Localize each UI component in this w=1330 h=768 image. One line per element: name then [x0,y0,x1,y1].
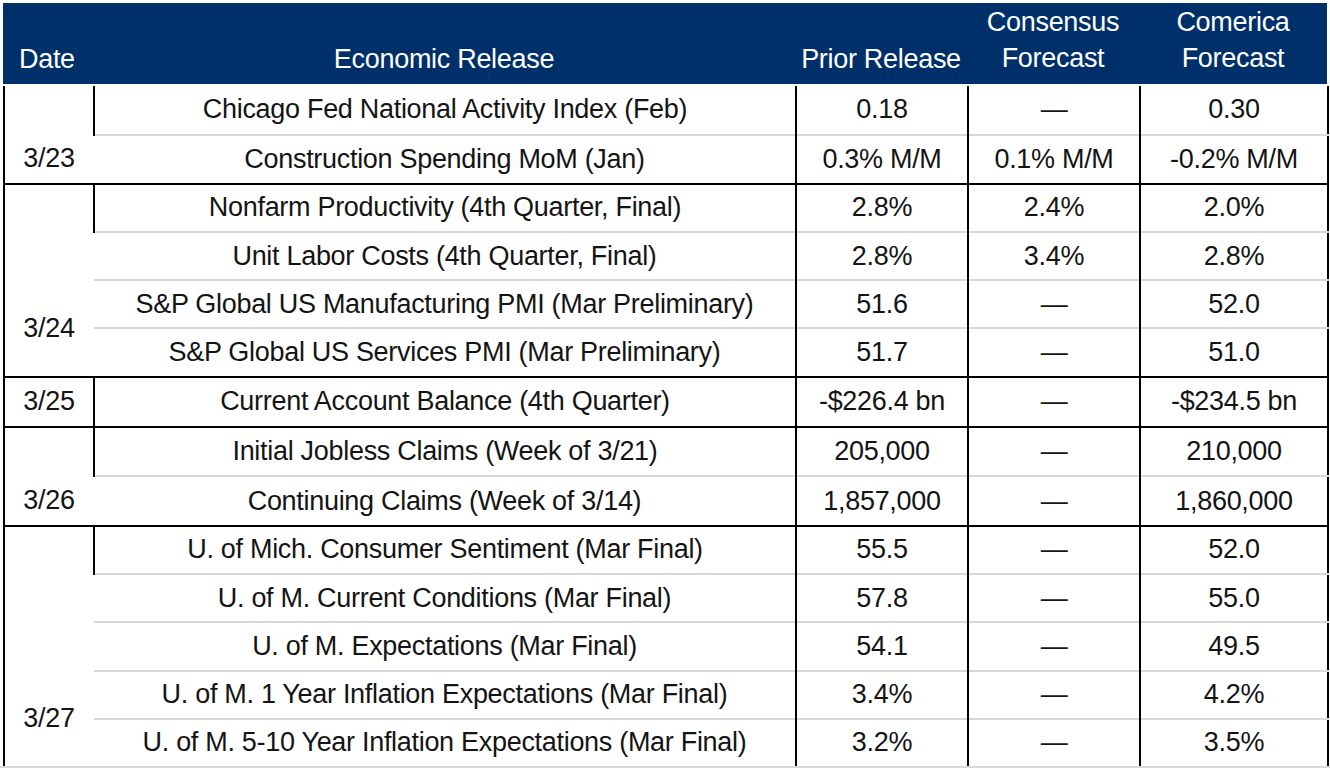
col-header-consensus-forecast: Consensus Forecast [967,3,1139,84]
prior-release-cell: 57.8 [796,574,968,622]
prior-release-cell: 3.2% [796,719,968,767]
consensus-forecast-cell: — [968,476,1140,525]
prior-release-cell: 0.18 [796,86,968,135]
date-label: 3/27 [5,694,93,742]
consensus-forecast-cell: — [968,622,1140,670]
col-header-consensus-line2: Forecast [1002,41,1105,77]
col-header-prior-release: Prior Release [795,3,967,84]
release-cell: S&P Global US Services PMI (Mar Prelimin… [94,328,796,376]
release-cell: Initial Jobless Claims (Week of 3/21) [94,427,796,476]
consensus-forecast-cell: — [968,280,1140,328]
comerica-forecast-cell: 210,000 [1140,427,1328,476]
prior-release-cell: 0.3% M/M [796,135,968,184]
comerica-forecast-cell: -$234.5 bn [1140,377,1328,427]
col-header-consensus-line1: Consensus [987,5,1119,41]
release-cell: U. of Mich. Consumer Sentiment (Mar Fina… [94,526,796,574]
release-cell: Construction Spending MoM (Jan) [94,135,796,184]
consensus-forecast-cell: — [968,526,1140,574]
release-cell: Current Account Balance (4th Quarter) [94,377,796,427]
release-cell: Chicago Fed National Activity Index (Feb… [94,86,796,135]
consensus-forecast-cell: 3.4% [968,232,1140,280]
date-label: 3/26 [5,476,93,524]
date-cell: 3/23 [4,86,94,184]
consensus-forecast-cell: — [968,427,1140,476]
prior-release-cell: 54.1 [796,622,968,670]
release-cell: Unit Labor Costs (4th Quarter, Final) [94,232,796,280]
consensus-forecast-cell: — [968,328,1140,376]
prior-release-cell: 51.7 [796,328,968,376]
consensus-forecast-cell: 0.1% M/M [968,135,1140,184]
date-label: 3/23 [5,134,93,182]
date-label: 3/25 [5,378,93,426]
consensus-forecast-cell: — [968,86,1140,135]
comerica-forecast-cell: 52.0 [1140,526,1328,574]
date-cell: 3/25 [4,377,94,427]
prior-release-cell: 2.8% [796,184,968,232]
comerica-forecast-cell: 4.2% [1140,671,1328,719]
date-cell: 3/24 [4,184,94,377]
release-cell: U. of M. Expectations (Mar Final) [94,622,796,670]
release-cell: S&P Global US Manufacturing PMI (Mar Pre… [94,280,796,328]
prior-release-cell: 205,000 [796,427,968,476]
economic-calendar-table: Date Economic Release Prior Release Cons… [0,0,1330,768]
date-cell: 3/27 [4,526,94,767]
comerica-forecast-cell: 49.5 [1140,622,1328,670]
release-cell: U. of M. Current Conditions (Mar Final) [94,574,796,622]
prior-release-cell: -$226.4 bn [796,377,968,427]
col-header-comerica-line2: Forecast [1182,41,1285,77]
comerica-forecast-cell: 0.30 [1140,86,1328,135]
comerica-forecast-cell: 55.0 [1140,574,1328,622]
col-header-comerica-forecast: Comerica Forecast [1139,3,1327,84]
col-header-date: Date [3,3,93,84]
release-cell: U. of M. 1 Year Inflation Expectations (… [94,671,796,719]
prior-release-cell: 2.8% [796,232,968,280]
prior-release-cell: 1,857,000 [796,476,968,525]
comerica-forecast-cell: 51.0 [1140,328,1328,376]
release-cell: U. of M. 5-10 Year Inflation Expectation… [94,719,796,767]
comerica-forecast-cell: -0.2% M/M [1140,135,1328,184]
consensus-forecast-cell: — [968,671,1140,719]
col-header-economic-release: Economic Release [93,3,795,84]
prior-release-cell: 3.4% [796,671,968,719]
date-label: 3/24 [5,304,93,352]
comerica-forecast-cell: 3.5% [1140,719,1328,767]
release-cell: Nonfarm Productivity (4th Quarter, Final… [94,184,796,232]
consensus-forecast-cell: — [968,719,1140,767]
release-cell: Continuing Claims (Week of 3/14) [94,476,796,525]
prior-release-cell: 51.6 [796,280,968,328]
comerica-forecast-cell: 1,860,000 [1140,476,1328,525]
comerica-forecast-cell: 2.8% [1140,232,1328,280]
consensus-forecast-cell: — [968,574,1140,622]
date-cell: 3/26 [4,427,94,526]
comerica-forecast-cell: 2.0% [1140,184,1328,232]
table-body: 3/23Chicago Fed National Activity Index … [3,86,1329,768]
comerica-forecast-cell: 52.0 [1140,280,1328,328]
col-header-comerica-line1: Comerica [1176,5,1289,41]
table-header-row: Date Economic Release Prior Release Cons… [3,3,1327,84]
prior-release-cell: 55.5 [796,526,968,574]
consensus-forecast-cell: — [968,377,1140,427]
consensus-forecast-cell: 2.4% [968,184,1140,232]
